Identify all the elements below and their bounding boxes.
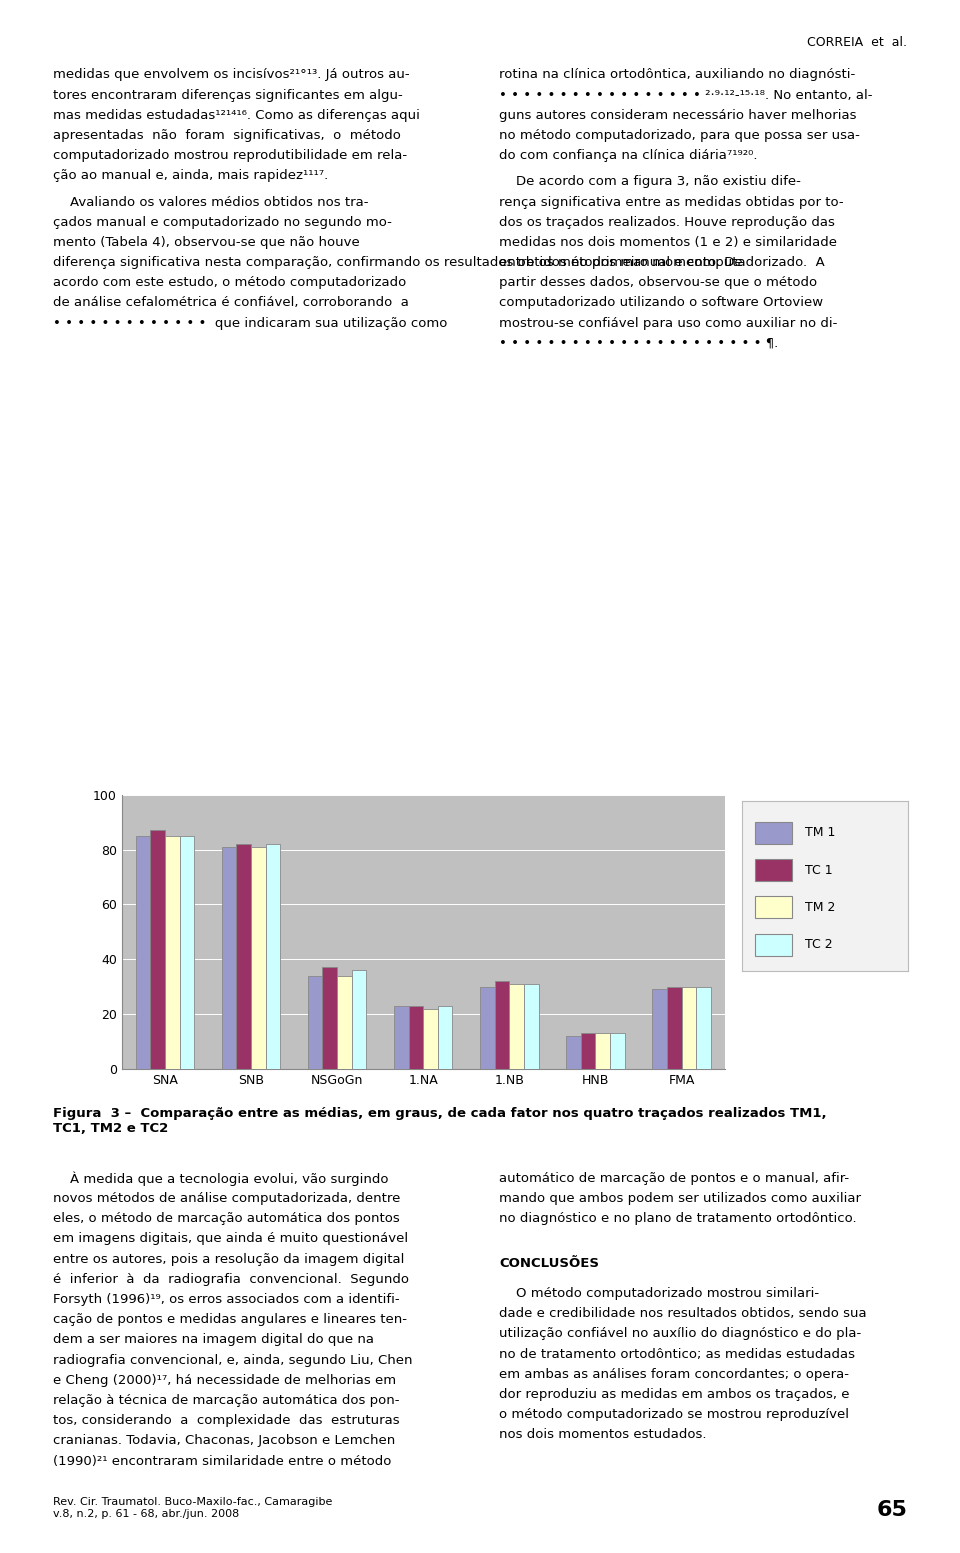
Bar [323, 968, 337, 1068]
Bar [524, 985, 539, 1068]
Text: tores encontraram diferenças significantes em algu-: tores encontraram diferenças significant… [53, 89, 402, 101]
Text: (1990)²¹ encontraram similaridade entre o método: (1990)²¹ encontraram similaridade entre … [53, 1455, 391, 1468]
Text: TM 1: TM 1 [805, 826, 835, 839]
Text: cação de pontos e medidas angulares e lineares ten-: cação de pontos e medidas angulares e li… [53, 1314, 407, 1326]
Bar [251, 846, 266, 1068]
Text: no de tratamento ortodôntico; as medidas estudadas: no de tratamento ortodôntico; as medidas… [499, 1348, 855, 1360]
Text: Rev. Cir. Traumatol. Buco-Maxilo-fac., Camaragibe
v.8, n.2, p. 61 - 68, abr./jun: Rev. Cir. Traumatol. Buco-Maxilo-fac., C… [53, 1497, 332, 1519]
Text: mando que ambos podem ser utilizados como auxiliar: mando que ambos podem ser utilizados com… [499, 1193, 861, 1205]
Text: Figura  3 –  Comparação entre as médias, em graus, de cada fator nos quatro traç: Figura 3 – Comparação entre as médias, e… [53, 1107, 827, 1135]
Text: computadorizado mostrou reprodutibilidade em rela-: computadorizado mostrou reprodutibilidad… [53, 149, 407, 162]
Bar [756, 822, 792, 843]
Text: cranianas. Todavia, Chaconas, Jacobson e Lemchen: cranianas. Todavia, Chaconas, Jacobson e… [53, 1435, 396, 1447]
Text: Forsyth (1996)¹⁹, os erros associados com a identifi-: Forsyth (1996)¹⁹, os erros associados co… [53, 1294, 399, 1306]
Text: dem a ser maiores na imagem digital do que na: dem a ser maiores na imagem digital do q… [53, 1334, 373, 1346]
Text: acordo com este estudo, o método computadorizado: acordo com este estudo, o método computa… [53, 276, 406, 289]
Bar [337, 975, 351, 1068]
Text: dade e credibilidade nos resultados obtidos, sendo sua: dade e credibilidade nos resultados obti… [499, 1308, 867, 1320]
Text: ção ao manual e, ainda, mais rapidez¹¹¹⁷.: ção ao manual e, ainda, mais rapidez¹¹¹⁷… [53, 169, 328, 182]
Text: dos os traçados realizados. Houve reprodução das: dos os traçados realizados. Houve reprod… [499, 216, 835, 228]
Text: é  inferior  à  da  radiografia  convencional.  Segundo: é inferior à da radiografia convencional… [53, 1273, 409, 1286]
Text: Avaliando os valores médios obtidos nos tra-: Avaliando os valores médios obtidos nos … [53, 196, 369, 208]
Bar [222, 846, 236, 1068]
Bar [756, 859, 792, 881]
Bar [423, 1008, 438, 1068]
Text: • • • • • • • • • • • • •  que indicaram sua utilização como: • • • • • • • • • • • • • que indicaram … [53, 317, 447, 329]
Text: do com confiança na clínica diária⁷¹⁹²⁰.: do com confiança na clínica diária⁷¹⁹²⁰. [499, 149, 757, 162]
Text: • • • • • • • • • • • • • • • • • • • • • • ¶.: • • • • • • • • • • • • • • • • • • • • … [499, 337, 779, 349]
Text: computadorizado utilizando o software Ortoview: computadorizado utilizando o software Or… [499, 297, 824, 309]
Text: no diagnóstico e no plano de tratamento ortodôntico.: no diagnóstico e no plano de tratamento … [499, 1213, 857, 1225]
Bar [135, 836, 151, 1068]
Text: radiografia convencional, e, ainda, segundo Liu, Chen: radiografia convencional, e, ainda, segu… [53, 1354, 412, 1367]
Text: rença significativa entre as medidas obtidas por to-: rença significativa entre as medidas obt… [499, 196, 844, 208]
Text: de análise cefalométrica é confiável, corroborando  a: de análise cefalométrica é confiável, co… [53, 297, 409, 309]
Text: utilização confiável no auxílio do diagnóstico e do pla-: utilização confiável no auxílio do diagn… [499, 1328, 861, 1340]
Text: TC 2: TC 2 [805, 938, 832, 950]
Bar [595, 1033, 610, 1068]
Text: relação à técnica de marcação automática dos pon-: relação à técnica de marcação automática… [53, 1395, 399, 1407]
Text: TC 1: TC 1 [805, 863, 832, 876]
Text: 65: 65 [876, 1500, 907, 1520]
Text: mas medidas estudadas¹²¹⁴¹⁶. Como as diferenças aqui: mas medidas estudadas¹²¹⁴¹⁶. Como as dif… [53, 109, 420, 121]
Bar [236, 845, 251, 1068]
Bar [438, 1006, 452, 1068]
Text: em imagens digitais, que ainda é muito questionável: em imagens digitais, que ainda é muito q… [53, 1233, 408, 1246]
Text: tos, considerando  a  complexidade  das  estruturas: tos, considerando a complexidade das est… [53, 1415, 399, 1427]
Text: o método computadorizado se mostrou reproduzível: o método computadorizado se mostrou repr… [499, 1409, 850, 1421]
Text: TM 2: TM 2 [805, 901, 835, 913]
Text: CORREIA  et  al.: CORREIA et al. [807, 36, 907, 48]
Bar [610, 1033, 625, 1068]
Text: e Cheng (2000)¹⁷, há necessidade de melhorias em: e Cheng (2000)¹⁷, há necessidade de melh… [53, 1374, 396, 1387]
Text: diferença significativa nesta comparação, confirmando os resultados obtidos no p: diferença significativa nesta comparação… [53, 256, 742, 269]
Bar [581, 1033, 595, 1068]
Bar [756, 933, 792, 955]
Bar [165, 836, 180, 1068]
Text: rotina na clínica ortodôntica, auxiliando no diagnósti-: rotina na clínica ortodôntica, auxiliand… [499, 68, 855, 81]
Text: apresentadas  não  foram  significativas,  o  método: apresentadas não foram significativas, o… [53, 129, 400, 141]
Text: dor reproduziu as medidas em ambos os traçados, e: dor reproduziu as medidas em ambos os tr… [499, 1388, 850, 1401]
Bar [180, 836, 194, 1068]
Bar [308, 975, 323, 1068]
Bar [682, 986, 696, 1068]
Bar [151, 831, 165, 1068]
Bar [756, 896, 792, 918]
Bar [409, 1006, 423, 1068]
Text: O método computadorizado mostrou similari-: O método computadorizado mostrou similar… [499, 1287, 819, 1300]
Bar [480, 986, 494, 1068]
Text: partir desses dados, observou-se que o método: partir desses dados, observou-se que o m… [499, 276, 817, 289]
Text: novos métodos de análise computadorizada, dentre: novos métodos de análise computadorizada… [53, 1193, 400, 1205]
Text: çados manual e computadorizado no segundo mo-: çados manual e computadorizado no segund… [53, 216, 392, 228]
Text: medidas que envolvem os incisívos²¹°¹³. Já outros au-: medidas que envolvem os incisívos²¹°¹³. … [53, 68, 409, 81]
Text: automático de marcação de pontos e o manual, afir-: automático de marcação de pontos e o man… [499, 1173, 850, 1185]
Text: mostrou-se confiável para uso como auxiliar no di-: mostrou-se confiável para uso como auxil… [499, 317, 837, 329]
Text: em ambas as análises foram concordantes; o opera-: em ambas as análises foram concordantes;… [499, 1368, 850, 1381]
Text: eles, o método de marcação automática dos pontos: eles, o método de marcação automática do… [53, 1213, 399, 1225]
Bar [667, 986, 682, 1068]
Text: guns autores consideram necessário haver melhorias: guns autores consideram necessário haver… [499, 109, 856, 121]
Text: De acordo com a figura 3, não existiu dife-: De acordo com a figura 3, não existiu di… [499, 175, 801, 188]
Text: nos dois momentos estudados.: nos dois momentos estudados. [499, 1429, 707, 1441]
Text: mento (Tabela 4), observou-se que não houve: mento (Tabela 4), observou-se que não ho… [53, 236, 360, 248]
Text: entre os autores, pois a resolução da imagem digital: entre os autores, pois a resolução da im… [53, 1253, 404, 1266]
Bar [696, 986, 710, 1068]
Text: entre os métodos manual e computadorizado.  A: entre os métodos manual e computadorizad… [499, 256, 825, 269]
Text: CONCLUSÕES: CONCLUSÕES [499, 1256, 599, 1270]
Bar [510, 985, 524, 1068]
Bar [266, 845, 280, 1068]
Bar [652, 989, 667, 1068]
Bar [494, 981, 510, 1068]
Bar [351, 971, 367, 1068]
Text: medidas nos dois momentos (1 e 2) e similaridade: medidas nos dois momentos (1 e 2) e simi… [499, 236, 837, 248]
Text: no método computadorizado, para que possa ser usa-: no método computadorizado, para que poss… [499, 129, 860, 141]
Text: À medida que a tecnologia evolui, vão surgindo: À medida que a tecnologia evolui, vão su… [53, 1173, 388, 1186]
Bar [566, 1036, 581, 1068]
Text: • • • • • • • • • • • • • • • • • ²⋅⁹⋅¹²-¹⁵⋅¹⁸. No entanto, al-: • • • • • • • • • • • • • • • • • ²⋅⁹⋅¹²… [499, 89, 873, 101]
Bar [394, 1006, 409, 1068]
